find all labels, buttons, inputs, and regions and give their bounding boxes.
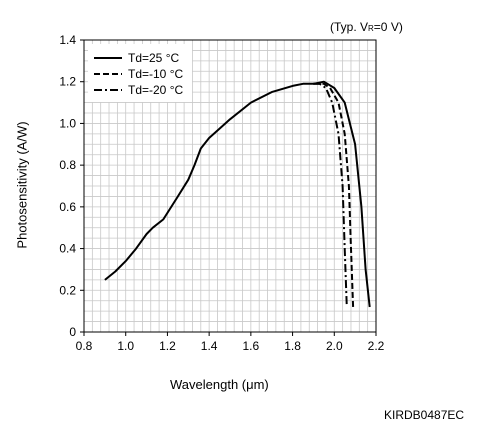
series-lines [104,80,371,308]
legend-label: Td=-20 °C [128,83,183,97]
x-tick-label: 1.2 [159,339,176,353]
x-tick-label: 1.6 [243,339,260,353]
series-line [313,82,355,308]
legend-label: Td=25 °C [128,51,179,65]
x-tick-label: 1.4 [201,339,218,353]
y-tick-label: 0 [69,325,76,339]
x-tick-label: 2.0 [326,339,343,353]
x-axis-label: Wavelength (μm) [170,377,269,392]
condition-subscript: R [368,24,374,33]
condition-prefix: (Typ. V [330,20,369,34]
figure-code: KIRDB0487EC [384,408,465,422]
y-axis-label: Photosensitivity (A/W) [14,121,30,249]
y-tick-label: 0.4 [59,242,76,256]
axis-ticks: 0.8 1.0 1.2 1.4 1.6 1.8 2.0 2.2 0 0.2 0.4 0.6 0.8 1.0… [59,33,384,353]
y-tick-label: 1.2 [59,75,76,89]
legend-label: Td=-10 °C [128,67,183,81]
series-line [104,80,371,308]
condition-suffix: =0 V) [373,20,403,34]
x-tick-label: 1.0 [117,339,134,353]
x-tick-label: 1.8 [284,339,301,353]
y-tick-label: 0.2 [59,283,76,297]
y-tick-label: 0.8 [59,158,76,172]
plot-frame [83,39,377,333]
y-tick-label: 1.4 [59,33,76,47]
legend: Td=25 °C Td=-10 °C Td=-20 °C [88,44,192,102]
series-line [313,82,348,308]
x-tick-label: 0.8 [76,339,93,353]
x-tick-label: 2.2 [368,339,385,353]
y-tick-label: 1.0 [59,116,76,130]
measurement-condition: (Typ. VR=0 V) [330,20,403,34]
y-tick-label: 0.6 [59,200,76,214]
